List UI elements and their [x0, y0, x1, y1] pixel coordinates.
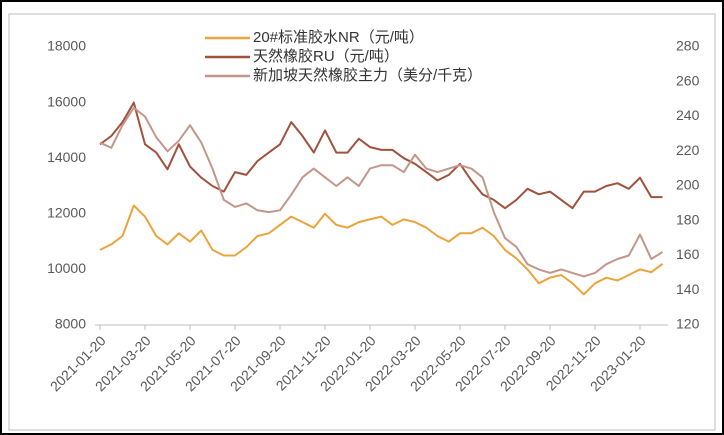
y-tick-label: 16000 [47, 93, 86, 109]
series-line [99, 204, 664, 296]
y-tick-label: 14000 [47, 149, 86, 165]
y2-tick-label: 240 [676, 107, 700, 123]
series-line [99, 101, 663, 210]
y2-tick-label: 160 [676, 246, 700, 262]
chart-border [8, 13, 716, 431]
y-tick-label: 12000 [47, 205, 86, 221]
y2-tick-label: 260 [676, 72, 700, 88]
y2-tick-label: 200 [676, 177, 700, 193]
y2-tick-label: 180 [676, 211, 700, 227]
y2-tick-label: 220 [676, 142, 700, 158]
y-tick-label: 10000 [47, 260, 86, 276]
legend-label: 新加坡天然橡胶主力（美分/千克） [253, 67, 482, 84]
y-tick-label: 18000 [47, 38, 86, 54]
y2-tick-label: 120 [676, 316, 700, 332]
series-line [99, 106, 664, 278]
legend-label: 天然橡胶RU（元/吨） [253, 48, 399, 65]
y2-tick-label: 280 [676, 38, 700, 54]
legend-label: 20#标准胶水NR（元/吨） [253, 29, 424, 46]
y2-tick-label: 140 [676, 281, 700, 297]
y-tick-label: 8000 [55, 316, 86, 332]
